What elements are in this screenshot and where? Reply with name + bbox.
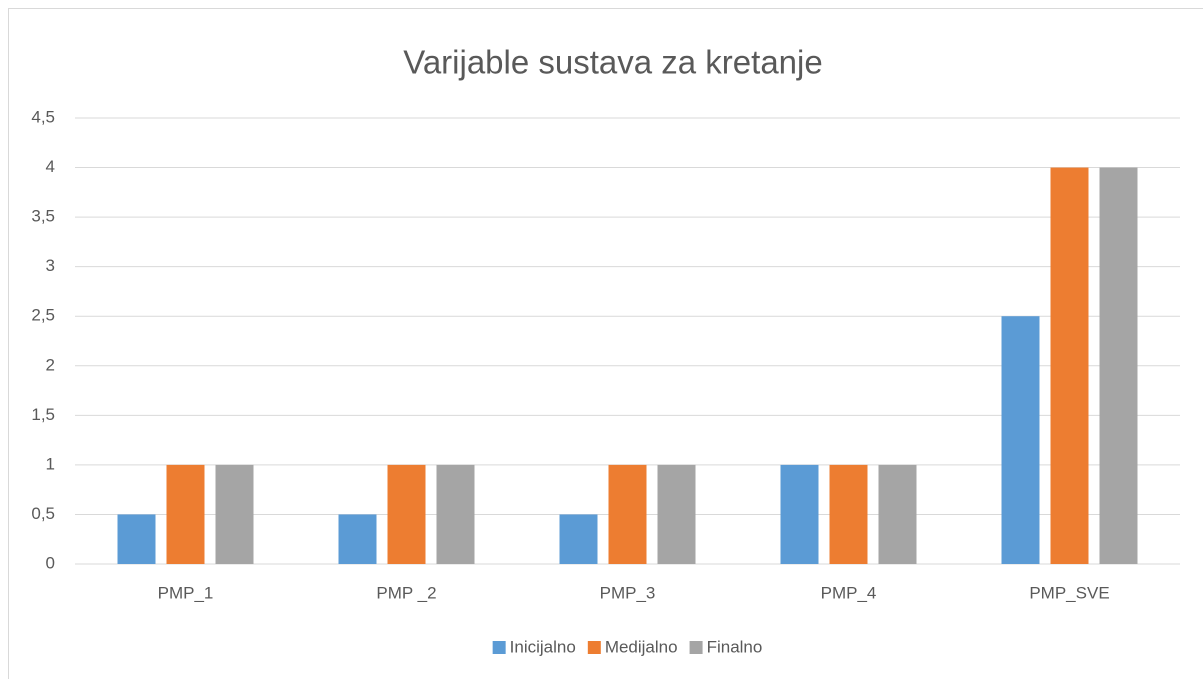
- bar: [829, 464, 868, 564]
- x-tick-label: PMP_SVE: [1029, 583, 1109, 602]
- y-tick-label: 3: [46, 256, 55, 275]
- chart-title: Varijable sustava za kretanje: [403, 44, 822, 81]
- x-tick-label: PMP _2: [376, 583, 436, 602]
- bar: [657, 464, 696, 564]
- x-tick-label: PMP_4: [821, 583, 877, 602]
- bar: [387, 464, 426, 564]
- legend-label: Inicijalno: [510, 637, 576, 656]
- x-tick-label: PMP_3: [600, 583, 656, 602]
- bar: [215, 464, 254, 564]
- bar: [559, 514, 598, 564]
- bar: [608, 464, 647, 564]
- bar: [878, 464, 917, 564]
- y-tick-label: 4,5: [31, 107, 55, 126]
- y-tick-label: 0,5: [31, 504, 55, 523]
- legend-swatch: [689, 641, 703, 654]
- legend-label: Finalno: [707, 637, 763, 656]
- bar: [436, 464, 475, 564]
- bar: [1001, 316, 1040, 564]
- y-tick-label: 4: [46, 157, 55, 176]
- y-tick-label: 1: [46, 454, 55, 473]
- bar: [1099, 167, 1138, 565]
- legend-swatch: [587, 641, 601, 654]
- y-tick-label: 2,5: [31, 306, 55, 325]
- y-tick-label: 3,5: [31, 207, 55, 226]
- bar: [117, 514, 156, 564]
- bar: [338, 514, 377, 564]
- bar: [166, 464, 205, 564]
- y-tick-label: 0: [46, 553, 55, 572]
- y-tick-label: 2: [46, 355, 55, 374]
- legend-label: Medijalno: [605, 637, 678, 656]
- bar: [1050, 167, 1089, 565]
- bar: [780, 464, 819, 564]
- y-tick-label: 1,5: [31, 405, 55, 424]
- legend-swatch: [492, 641, 506, 654]
- x-tick-label: PMP_1: [158, 583, 214, 602]
